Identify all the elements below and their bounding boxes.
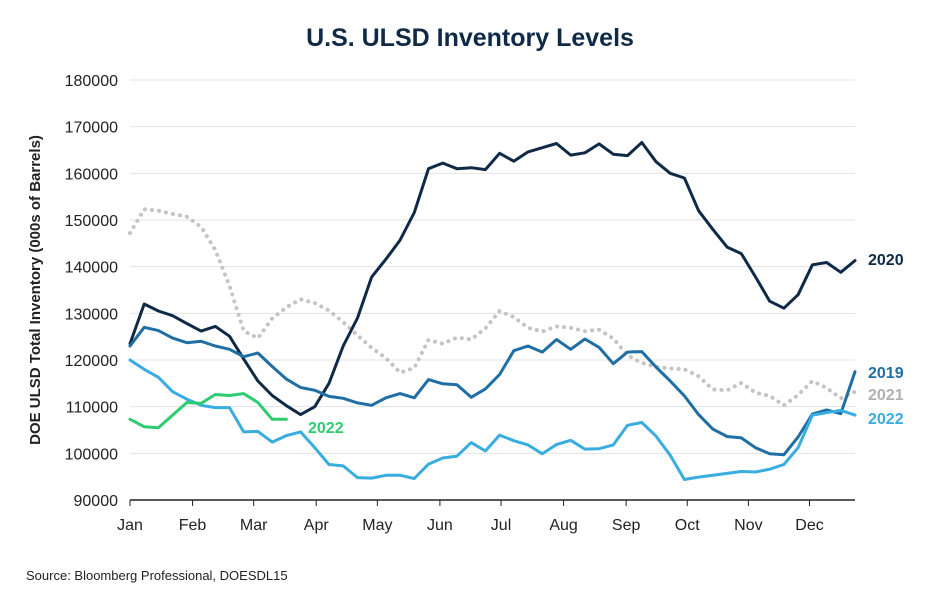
grid-lines	[130, 79, 855, 454]
y-tick-label: 150000	[65, 213, 118, 230]
x-tick-label: Mar	[240, 517, 268, 534]
series-line-2022-ytd	[128, 392, 288, 430]
x-tick-label: Sep	[612, 517, 641, 534]
series-label-2021: 2021	[868, 387, 904, 404]
x-tick-label: Nov	[734, 517, 762, 534]
series-labels: 2020 2019 2021 2022 2022	[308, 252, 904, 437]
y-tick-label: 120000	[65, 353, 118, 370]
series-label-2022: 2022	[868, 411, 904, 428]
x-axis-tick-labels: Jan Feb Mar Apr May Jun Jul Aug Sep Oct Nov Dec	[117, 500, 824, 534]
series-line-2020	[128, 141, 857, 417]
series-line-2022	[128, 358, 857, 481]
chart-title: U.S. ULSD Inventory Levels	[306, 24, 634, 52]
x-tick-label: Dec	[795, 517, 823, 534]
x-tick-label: Feb	[179, 517, 207, 534]
source-note: Source: Bloomberg Professional, DOESDL15	[26, 568, 288, 583]
y-tick-label: 100000	[65, 446, 118, 463]
y-tick-label: 180000	[65, 73, 118, 90]
y-tick-label: 170000	[65, 120, 118, 137]
y-tick-label: 90000	[74, 493, 119, 510]
y-axis-tick-labels: 90000 100000 110000 120000 130000 140000 15000…	[65, 73, 118, 510]
y-tick-label: 140000	[65, 260, 118, 277]
series-label-2022: 2022	[308, 420, 344, 437]
x-tick-label: May	[362, 517, 392, 534]
x-tick-label: Apr	[304, 517, 330, 534]
series-label-2019: 2019	[868, 365, 904, 382]
y-axis-title: DOE ULSD Total Inventory (000s of Barrel…	[27, 135, 44, 445]
series-line-2021	[128, 207, 857, 408]
y-tick-label: 130000	[65, 306, 118, 323]
x-tick-label: Jul	[491, 517, 511, 534]
y-tick-label: 110000	[66, 400, 118, 417]
y-tick-label: 160000	[65, 166, 118, 183]
series-lines	[128, 141, 857, 481]
x-tick-label: Jan	[117, 517, 143, 534]
x-tick-label: Jun	[427, 517, 453, 534]
series-label-2020: 2020	[868, 252, 904, 269]
x-tick-label: Oct	[675, 517, 700, 534]
x-tick-label: Aug	[549, 517, 577, 534]
series-line-2019	[128, 325, 857, 457]
